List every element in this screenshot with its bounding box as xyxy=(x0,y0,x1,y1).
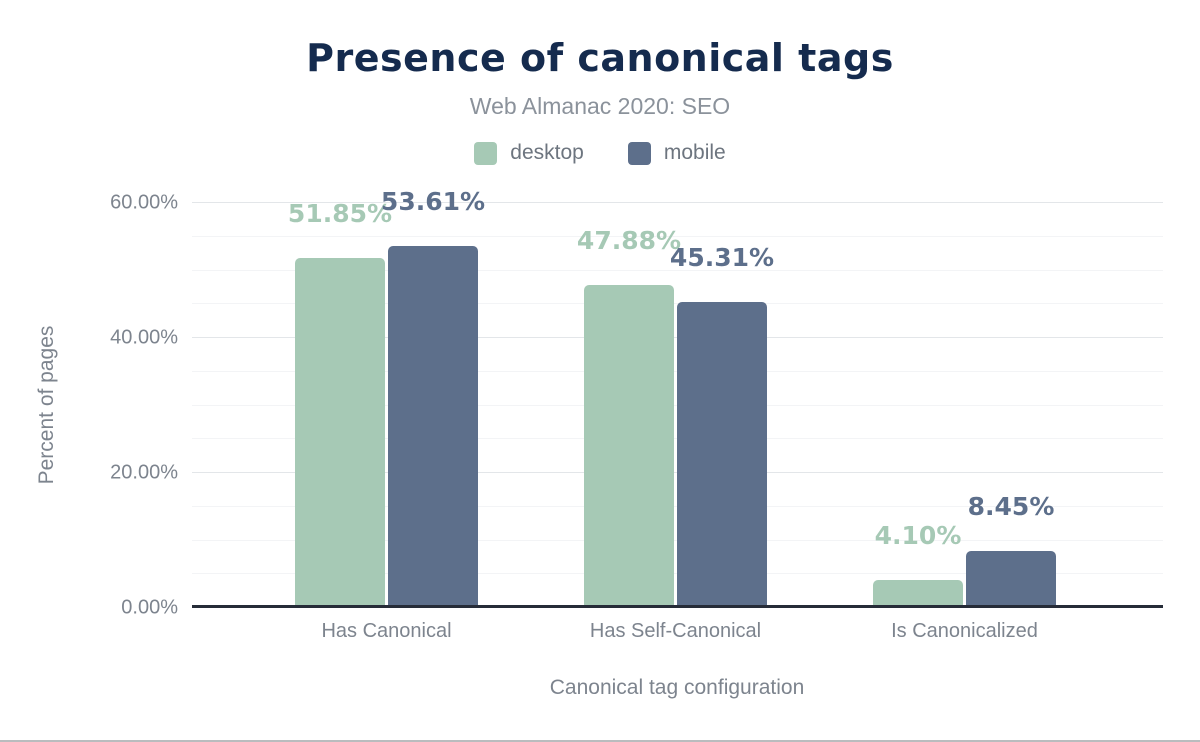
x-axis-title: Canonical tag configuration xyxy=(549,676,805,699)
y-tick-label: 60.00% xyxy=(110,191,178,214)
x-tick-label: Is Canonicalized xyxy=(891,620,1038,642)
bar-desktop-3 xyxy=(873,580,963,608)
x-tick-label: Has Canonical xyxy=(321,620,452,642)
bar-value-label-mobile-3: 8.45% xyxy=(967,491,1055,521)
x-tick-label: Has Self-Canonical xyxy=(589,620,762,642)
minor-gridline xyxy=(192,269,1163,271)
bar-value-label-desktop-1: 51.85% xyxy=(287,199,393,229)
x-axis-baseline xyxy=(192,605,1163,608)
legend: desktop mobile xyxy=(0,141,1200,165)
legend-label: mobile xyxy=(663,141,726,164)
bar-desktop-1 xyxy=(295,258,385,608)
bar-mobile-1 xyxy=(388,246,478,608)
bar-desktop-2 xyxy=(584,284,674,608)
chart-title: Presence of canonical tags xyxy=(306,36,894,80)
bar-value-label-mobile-2: 45.31% xyxy=(669,243,775,273)
legend-item-desktop: desktop xyxy=(474,141,584,165)
bar-value-label-desktop-2: 47.88% xyxy=(576,225,682,255)
y-tick-label: 0.00% xyxy=(121,596,178,619)
y-axis-title: Percent of pages xyxy=(35,325,58,485)
y-tick-label: 20.00% xyxy=(110,461,178,484)
chart-subtitle: Web Almanac 2020: SEO xyxy=(469,93,731,119)
plot-area: 51.85% 53.61% 47.88% 45.31% 4.10% 8.45% xyxy=(192,187,1163,608)
minor-gridline xyxy=(192,235,1163,237)
legend-item-mobile: mobile xyxy=(627,141,726,165)
legend-label: desktop xyxy=(510,141,584,164)
y-tick-label: 40.00% xyxy=(110,326,178,349)
bar-mobile-3 xyxy=(966,550,1056,608)
bar-value-label-desktop-3: 4.10% xyxy=(874,521,962,551)
legend-swatch-desktop xyxy=(474,141,498,165)
bar-mobile-2 xyxy=(677,302,767,608)
bar-value-label-mobile-1: 53.61% xyxy=(380,187,486,217)
major-gridline xyxy=(192,202,1163,203)
legend-swatch-mobile xyxy=(627,141,651,165)
